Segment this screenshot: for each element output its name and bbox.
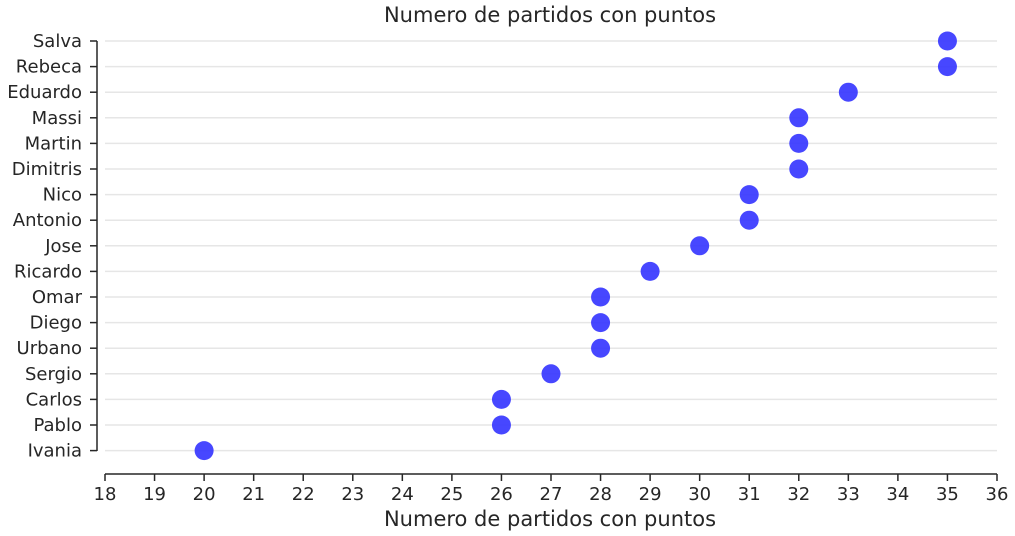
y-tick-label: Sergio [25,364,82,385]
x-tick-label: 33 [837,484,860,505]
y-tick-label: Salva [33,31,82,52]
y-tick-label: Ricardo [14,261,82,282]
data-point [789,159,809,179]
chart-title: Numero de partidos con puntos [384,3,716,27]
data-point [739,210,759,230]
y-tick-label: Omar [32,287,83,308]
x-axis-ticks: 18 19 20 21 22 23 24 25 26 27 28 29 30 31 32 33 34 35 36 [94,474,1009,505]
x-tick-label: 31 [738,484,761,505]
data-point [690,236,710,256]
data-points [194,31,957,461]
data-point [789,133,809,153]
data-point [789,108,809,128]
data-point [937,31,957,51]
data-point [739,185,759,205]
x-tick-label: 24 [391,484,414,505]
y-tick-label: Eduardo [7,82,82,103]
data-point [591,313,611,333]
x-tick-label: 28 [589,484,612,505]
x-tick-label: 34 [886,484,909,505]
x-tick-label: 19 [143,484,166,505]
data-point [491,389,511,409]
data-point [491,415,511,435]
data-point [194,441,214,461]
data-point [591,287,611,307]
x-tick-label: 29 [639,484,662,505]
x-tick-label: 18 [94,484,117,505]
y-tick-label: Nico [43,185,82,206]
x-tick-label: 35 [936,484,959,505]
grid-lines [105,40,997,452]
data-point [591,338,611,358]
data-point [937,57,957,77]
x-tick-label: 26 [490,484,513,505]
y-axis-ticks: Salva Rebeca Eduardo Massi Martin Dimitris Nic… [7,31,97,462]
data-point [640,261,660,281]
y-tick-label: Massi [32,108,82,129]
x-tick-label: 25 [440,484,463,505]
y-tick-label: Ivania [28,441,82,462]
x-tick-label: 30 [688,484,711,505]
y-tick-label: Diego [30,313,82,334]
x-tick-label: 20 [193,484,216,505]
data-point [838,82,858,102]
y-tick-label: Antonio [13,210,82,231]
y-tick-label: Urbano [17,338,82,359]
x-tick-label: 27 [540,484,563,505]
x-tick-label: 23 [341,484,364,505]
y-tick-label: Pablo [33,415,82,436]
x-tick-label: 32 [787,484,810,505]
y-tick-label: Carlos [26,389,82,410]
x-tick-label: 36 [986,484,1009,505]
y-tick-label: Rebeca [16,57,82,78]
x-tick-label: 22 [292,484,315,505]
data-point [541,364,561,384]
y-tick-label: Martin [25,133,82,154]
y-tick-label: Jose [44,236,82,257]
x-axis-label: Numero de partidos con puntos [384,507,716,531]
x-tick-label: 21 [242,484,265,505]
y-tick-label: Dimitris [12,159,82,180]
